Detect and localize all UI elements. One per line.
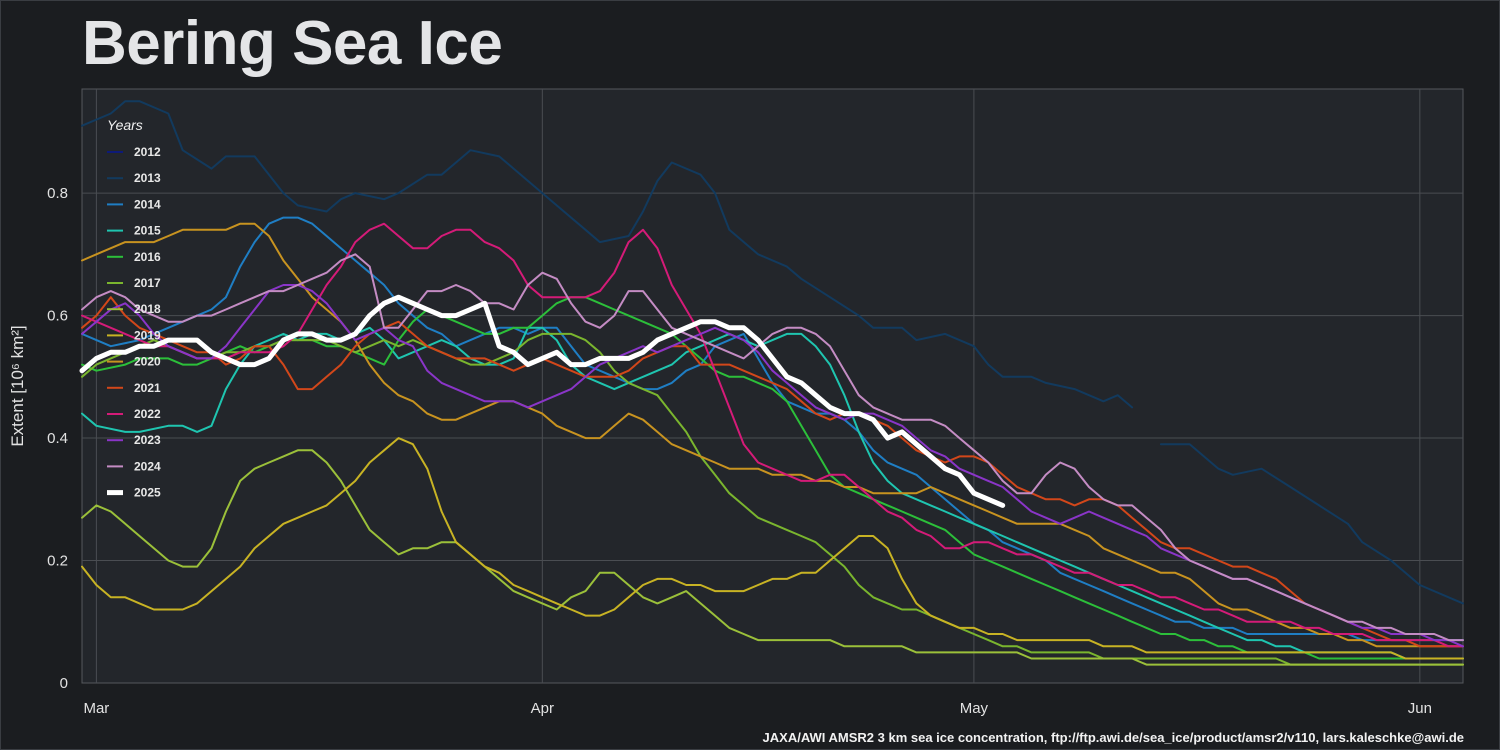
y-tick-label: 0.8 xyxy=(47,185,68,202)
legend: Years 2012 2013 2014 2015 2016 2017 2018 2019 202… xyxy=(107,117,161,500)
series-line-2025 xyxy=(79,294,1006,508)
legend-title: Years xyxy=(107,117,143,133)
page-title: Bering Sea Ice xyxy=(82,9,503,78)
legend-label: 2016 xyxy=(134,250,161,264)
series-line-2024 xyxy=(81,253,1464,642)
legend-label: 2014 xyxy=(134,197,161,211)
y-tick-label: 0 xyxy=(60,675,68,692)
series-line-2020 xyxy=(81,222,1464,648)
legend-label: 2015 xyxy=(134,224,161,238)
series-layer xyxy=(79,100,1464,666)
legend-label: 2020 xyxy=(134,355,161,369)
legend-label: 2023 xyxy=(134,433,161,447)
data-credit: JAXA/AWI AMSR2 3 km sea ice concentratio… xyxy=(762,730,1464,745)
legend-label: 2018 xyxy=(134,302,161,316)
series-line-2021 xyxy=(81,296,1464,648)
y-tick-label: 0.2 xyxy=(47,553,68,570)
plot-background xyxy=(81,88,1464,684)
x-tick-label: Mar xyxy=(83,700,109,717)
legend-label: 2021 xyxy=(134,381,161,395)
series-line-2016 xyxy=(81,296,1464,660)
plot-area xyxy=(81,88,1464,684)
legend-label: 2019 xyxy=(134,328,161,342)
y-axis-label: Extent [10⁶ km²] xyxy=(8,325,27,446)
series-line-2018 xyxy=(81,449,1464,666)
legend-label: 2017 xyxy=(134,276,161,290)
legend-label: 2012 xyxy=(134,145,161,159)
y-tick-label: 0.4 xyxy=(47,430,68,447)
legend-label: 2013 xyxy=(134,171,161,185)
axes: 0 0.2 0.4 0.6 0.8 Mar Apr May Jun xyxy=(47,185,1432,717)
legend-label: 2022 xyxy=(134,407,161,421)
x-tick-label: Jun xyxy=(1408,700,1432,717)
legend-label: 2024 xyxy=(134,459,161,473)
y-tick-label: 0.6 xyxy=(47,308,68,325)
series-line-2013 xyxy=(81,100,1464,605)
series-line-2022 xyxy=(81,222,1464,648)
x-tick-label: May xyxy=(960,700,989,717)
x-tick-label: Apr xyxy=(531,700,554,717)
legend-label: 2025 xyxy=(134,486,161,500)
grid-lines xyxy=(82,89,1463,683)
series-line-2019 xyxy=(81,437,1464,660)
